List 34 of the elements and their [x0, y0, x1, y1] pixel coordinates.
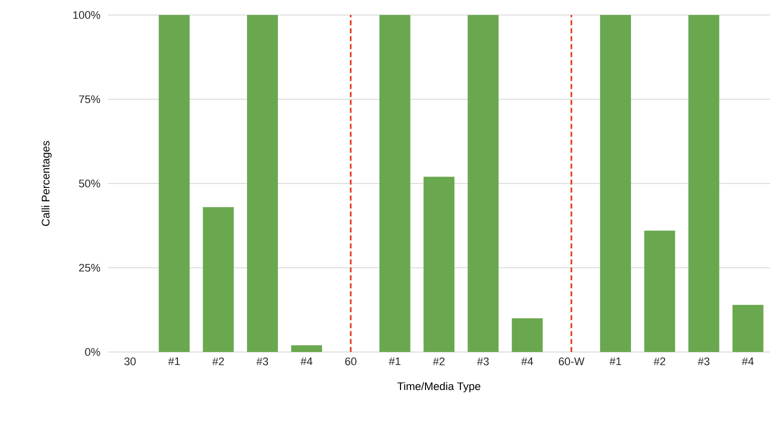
x-tick-label: #3 [477, 358, 489, 366]
bar [202, 207, 234, 352]
y-axis-title: Calli Percentages [41, 140, 52, 226]
x-tick-label: #1 [168, 358, 180, 366]
x-tick-label: #1 [388, 358, 400, 366]
x-tick-label: #2 [654, 358, 666, 366]
y-tick-label: 75% [79, 95, 100, 104]
bar [468, 14, 499, 352]
bar [644, 230, 676, 352]
y-tick-label: 0% [85, 348, 100, 356]
x-tick-label: #1 [609, 358, 622, 366]
y-tick-label: 100% [73, 11, 100, 19]
x-tick-label: 60 [345, 358, 356, 366]
bar [512, 318, 543, 352]
bar [291, 345, 322, 352]
bar [424, 176, 454, 352]
bar [379, 14, 410, 352]
bar [600, 14, 631, 352]
x-tick-label: #4 [300, 358, 312, 366]
x-tick-label: #3 [698, 358, 710, 366]
x-tick-label: #4 [742, 358, 754, 366]
x-tick-label: 30 [124, 358, 136, 366]
x-axis-title: Time/Media Type [397, 382, 480, 392]
x-tick-label: #3 [256, 358, 268, 366]
bar [158, 14, 190, 352]
x-tick-label: #2 [432, 358, 445, 366]
x-tick-label: #2 [212, 358, 224, 366]
x-tick-label: 60-W [558, 358, 584, 366]
bar [247, 14, 278, 352]
bar [688, 14, 720, 352]
y-tick-label: 25% [79, 264, 100, 272]
y-tick-label: 50% [79, 180, 100, 188]
x-tick-label: #4 [521, 358, 534, 366]
bar [732, 304, 764, 352]
